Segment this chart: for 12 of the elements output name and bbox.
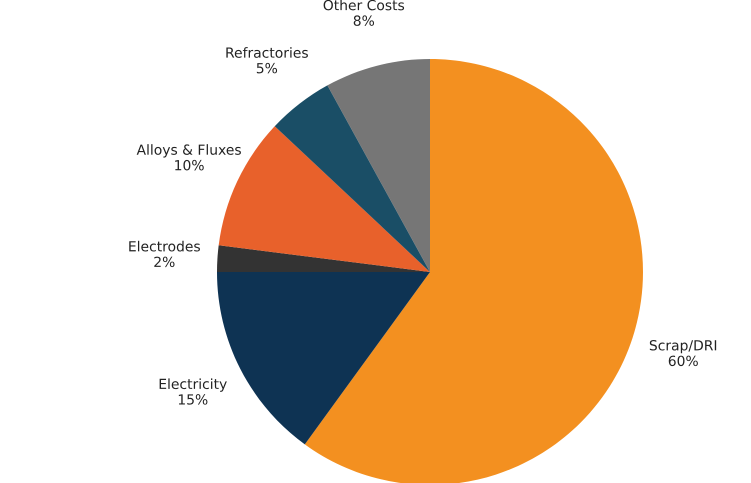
slice-label: Alloys & Fluxes bbox=[136, 144, 241, 158]
slice-label: Other Costs bbox=[324, 0, 404, 10]
slice-label: Electricity bbox=[160, 378, 227, 392]
slice-label: Refractories bbox=[226, 47, 308, 58]
data-label: 10% bbox=[175, 160, 204, 170]
slice-label: Scrap/DRI bbox=[650, 340, 716, 354]
data-label: 5% bbox=[256, 62, 278, 74]
data-label: 60% bbox=[668, 356, 698, 366]
data-label: 15% bbox=[178, 394, 208, 405]
data-label: 2% bbox=[154, 256, 175, 268]
slice-label: Electrodes bbox=[129, 240, 200, 252]
data-label: 8% bbox=[354, 15, 374, 26]
